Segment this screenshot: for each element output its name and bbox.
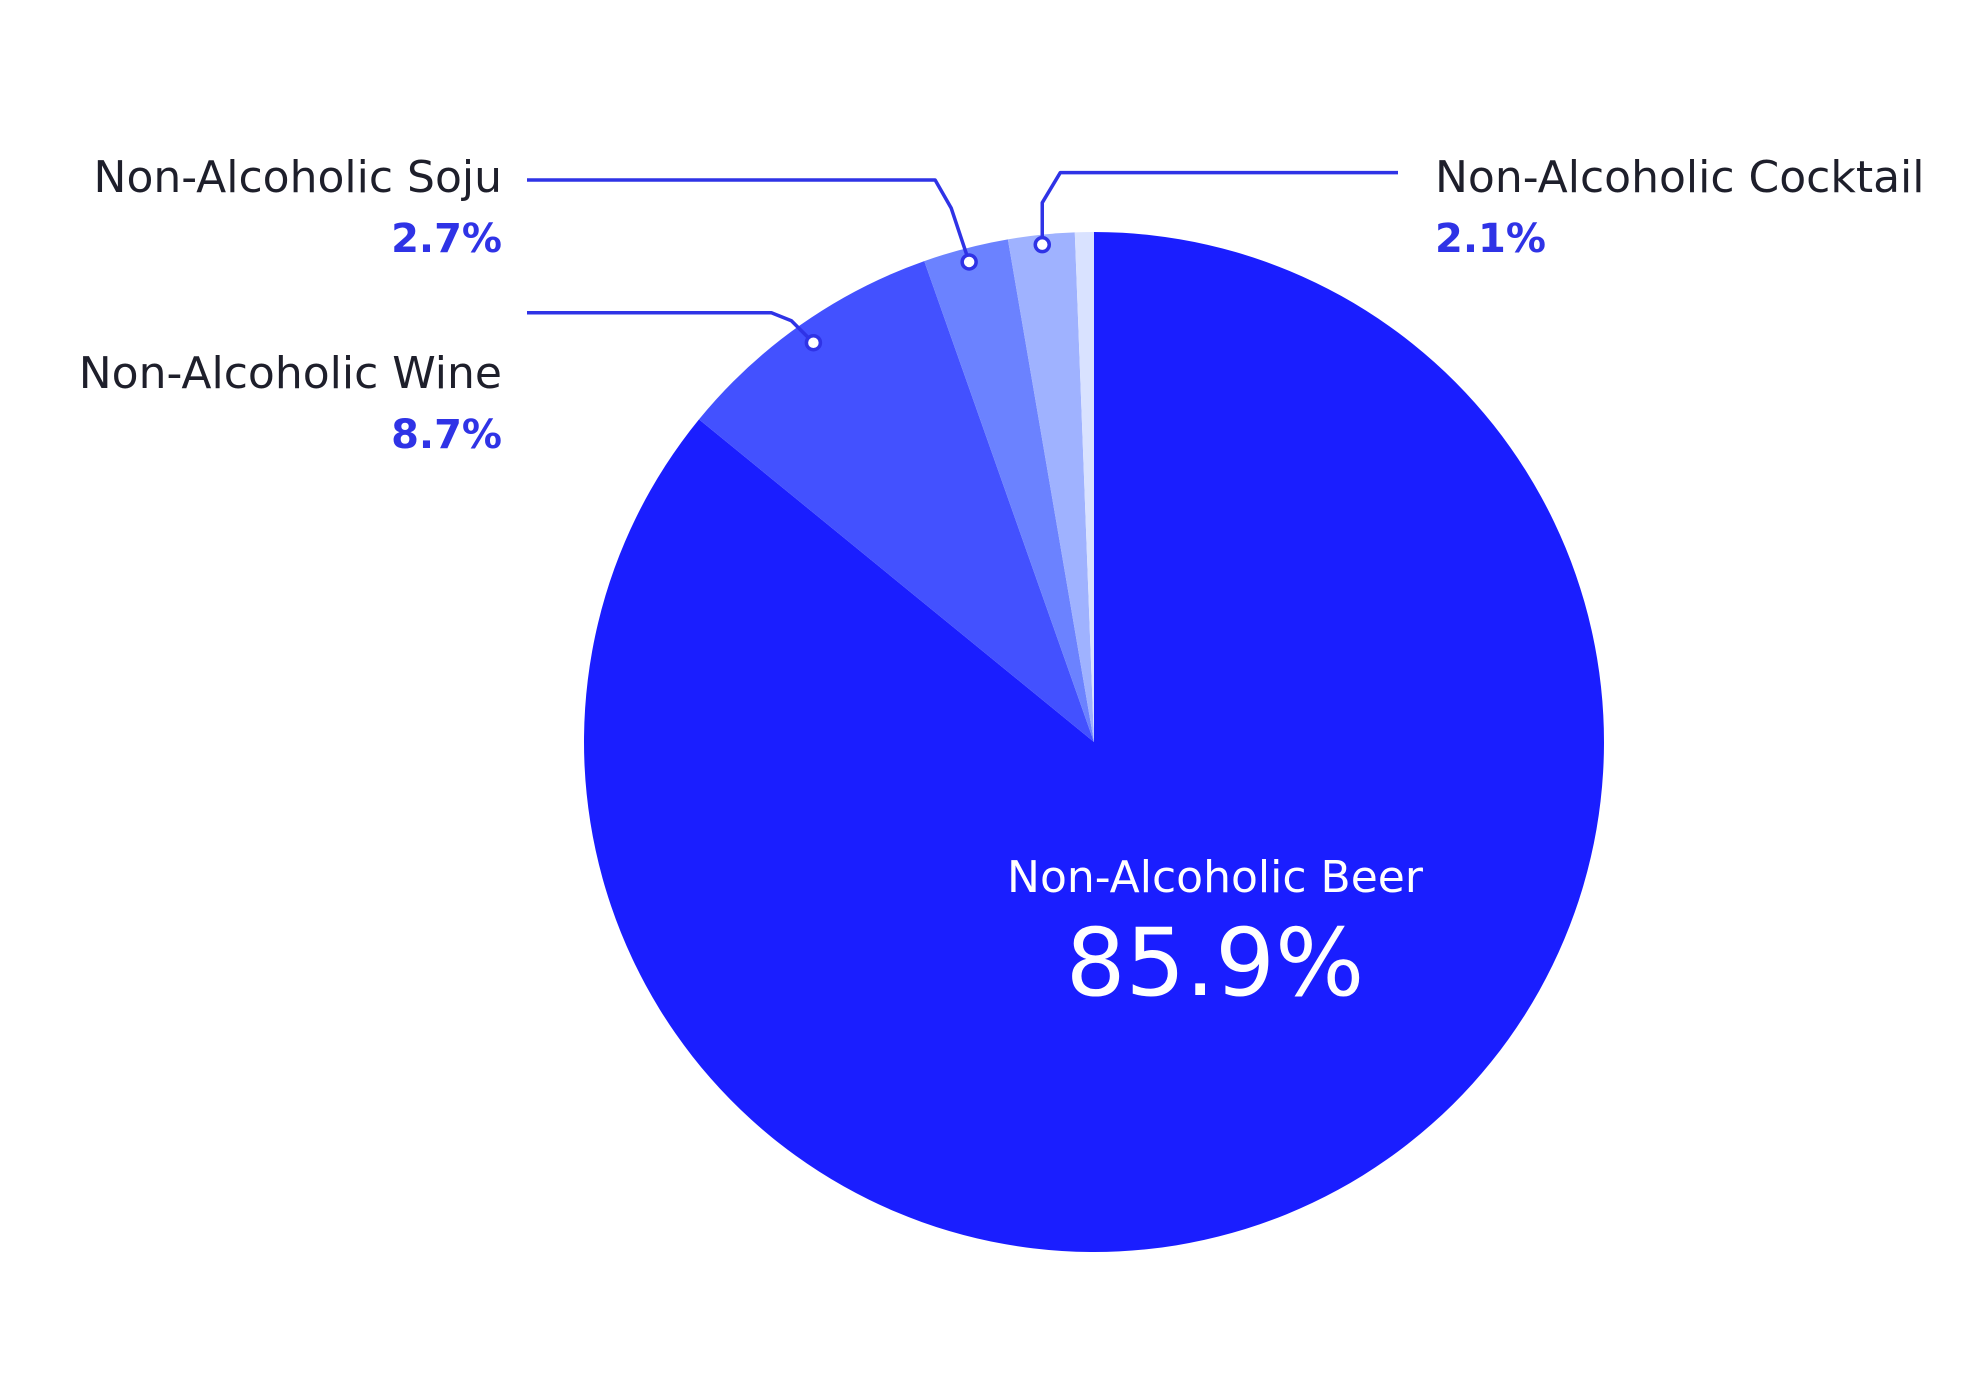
slice-value-non-alcoholic-beer: 85.9%	[1066, 909, 1365, 1018]
pie-slice-non-alcoholic-beer	[584, 232, 1604, 1253]
leader-dot-non-alcoholic-wine	[804, 333, 823, 352]
slice-value-non-alcoholic-cocktail: 2.1%	[1435, 216, 1546, 262]
leader-line-non-alcoholic-cocktail	[1040, 170, 1398, 245]
pie-slice-non-alcoholic-wine	[699, 261, 1094, 742]
slice-label-non-alcoholic-beer: Non-Alcoholic Beer	[1007, 852, 1424, 903]
pie-slice-non-alcoholic-cocktail	[1007, 232, 1094, 742]
leader-lines	[527, 170, 1398, 352]
slice-value-non-alcoholic-soju: 2.7%	[391, 216, 502, 262]
slice-label-non-alcoholic-cocktail: Non-Alcoholic Cocktail	[1435, 152, 1924, 203]
leader-line-non-alcoholic-wine	[527, 310, 815, 344]
pie-slices	[584, 232, 1604, 1253]
slice-label-non-alcoholic-soju: Non-Alcoholic Soju	[94, 152, 502, 203]
leader-line-non-alcoholic-soju	[527, 178, 971, 263]
slice-value-non-alcoholic-wine: 8.7%	[391, 412, 502, 458]
leader-dot-non-alcoholic-cocktail	[1033, 235, 1052, 254]
slice-label-non-alcoholic-wine: Non-Alcoholic Wine	[79, 348, 502, 399]
pie-slice-unlabeled-4	[1074, 232, 1094, 742]
leader-dot-non-alcoholic-soju	[960, 253, 978, 271]
pie-slice-non-alcoholic-soju	[924, 239, 1094, 742]
